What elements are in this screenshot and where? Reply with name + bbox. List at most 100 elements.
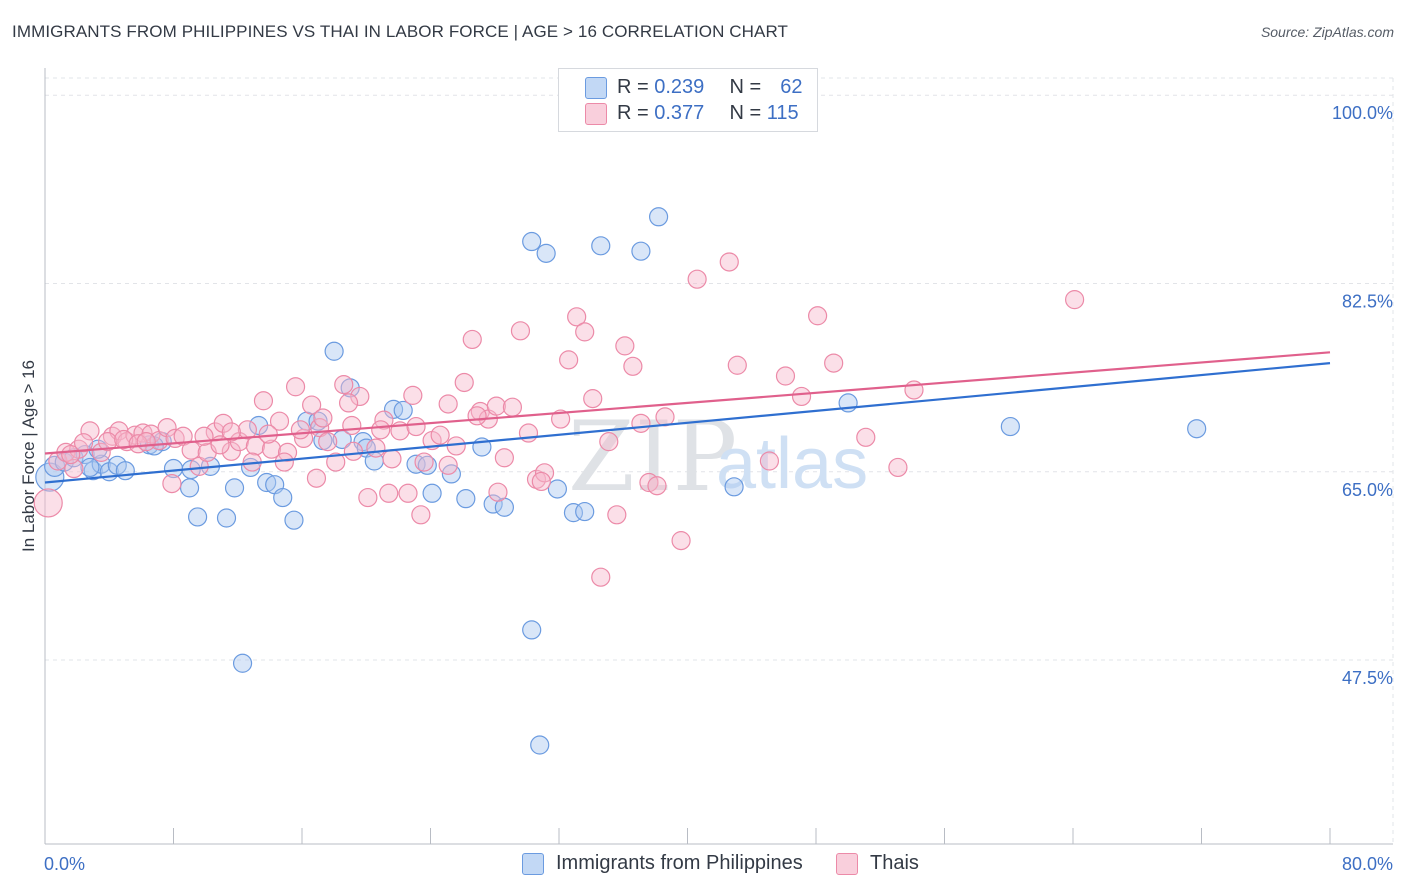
series-legend: Immigrants from Philippines Thais — [0, 852, 1406, 878]
thais-point — [591, 567, 611, 587]
watermark: ZIP atlas — [568, 401, 868, 513]
philippines-point — [324, 341, 344, 361]
series-label-philippines: Immigrants from Philippines — [556, 852, 803, 874]
thais-point — [824, 353, 844, 373]
thais-point — [411, 505, 431, 525]
thais-point — [623, 356, 643, 376]
philippines-point — [393, 400, 413, 421]
legend-n-value: 62 — [780, 76, 803, 98]
legend-n-value: 115 — [766, 102, 799, 124]
y-tick-label: 82.5% — [1342, 291, 1393, 311]
thais-point — [157, 418, 177, 438]
thais-point — [494, 448, 514, 468]
thais-point — [403, 385, 423, 405]
thais-point — [221, 422, 241, 442]
philippines-point — [232, 653, 253, 673]
thais-point — [221, 441, 241, 461]
philippines-point — [383, 399, 404, 419]
thais-trend-line — [44, 351, 1331, 455]
thais-point — [631, 413, 651, 433]
y-tick-label: 100.0% — [1332, 103, 1393, 123]
philippines-point — [422, 483, 442, 503]
correlation-legend: R = 0.239 N = 62 R = 0.377 N = 115 — [558, 68, 818, 132]
y-tick-label: 65.0% — [1342, 480, 1393, 500]
philippines-point — [536, 243, 556, 263]
philippines-point — [417, 455, 437, 475]
thais-point — [531, 471, 551, 492]
philippines-point — [54, 452, 74, 472]
thais-point — [687, 269, 707, 289]
philippines-point — [522, 620, 542, 640]
thais-point — [326, 452, 346, 472]
thais-point — [358, 487, 378, 508]
philippines-point — [80, 457, 100, 478]
thais-point — [274, 452, 294, 472]
philippines-point — [483, 494, 503, 514]
philippines-point — [1000, 416, 1020, 437]
thais-point — [343, 441, 363, 461]
philippines-point — [530, 735, 550, 755]
thais-point — [647, 476, 667, 496]
thais-point — [1065, 290, 1085, 310]
philippines-point — [591, 236, 611, 256]
legend-n-label: N = — [729, 102, 762, 124]
philippines-point — [547, 479, 567, 499]
philippines-point — [724, 477, 744, 497]
thais-point — [382, 449, 402, 469]
thais-point — [80, 421, 100, 441]
thais-point — [98, 432, 118, 452]
thais-point — [350, 386, 370, 407]
data-points — [33, 207, 1207, 755]
thais-point — [488, 482, 508, 502]
thais-point — [406, 416, 426, 437]
philippines-point — [631, 241, 651, 261]
source-label: Source: ZipAtlas.com — [1260, 24, 1394, 40]
series-swatch-blue — [522, 853, 544, 875]
thais-point — [599, 432, 619, 452]
thais-point — [438, 455, 458, 475]
legend-swatch-pink — [585, 103, 607, 125]
thais-point — [342, 415, 362, 436]
legend-r-value: 0.239 — [654, 76, 705, 98]
thais-point — [791, 386, 812, 407]
thais-point — [808, 306, 828, 326]
thais-point — [366, 438, 386, 458]
philippines-point — [575, 501, 595, 522]
thais-point — [615, 336, 635, 356]
thais-point — [398, 483, 418, 503]
thais-point — [290, 420, 310, 440]
axes: 47.5% 65.0% 82.5% 100.0% 0.0% 80.0% — [44, 68, 1393, 874]
philippines-trend-line — [44, 362, 1331, 484]
legend-r-label: R = — [617, 102, 649, 124]
thais-point — [33, 488, 63, 518]
thais-point — [253, 391, 274, 411]
thais-point — [438, 394, 458, 414]
thais-point — [583, 389, 603, 409]
thais-point — [302, 395, 322, 415]
thais-point — [318, 432, 338, 452]
philippines-point — [648, 207, 669, 227]
thais-point — [518, 423, 539, 443]
thais-point — [856, 427, 876, 447]
thais-point — [73, 433, 94, 453]
philippines-point — [456, 489, 476, 509]
series-swatch-pink — [836, 853, 858, 875]
philippines-point — [273, 487, 293, 508]
thais-point — [655, 407, 675, 427]
thais-point — [181, 440, 201, 460]
thais-point — [671, 531, 691, 551]
legend-r-label: R = — [617, 76, 649, 98]
thais-point — [775, 366, 796, 386]
philippines-point — [522, 231, 542, 252]
x-tick-label-max: 80.0% — [1342, 854, 1393, 874]
thais-point — [306, 468, 327, 488]
legend-swatch-blue — [585, 77, 607, 99]
legend-r-value: 0.377 — [654, 102, 705, 124]
trend-lines — [44, 351, 1331, 484]
thais-point — [313, 408, 333, 428]
thais-point — [567, 307, 587, 327]
chart-title: IMMIGRANTS FROM PHILIPPINES VS THAI IN L… — [12, 22, 789, 41]
watermark-zip: ZIP — [568, 401, 737, 513]
thais-point — [559, 350, 579, 370]
watermark-atlas: atlas — [716, 424, 868, 504]
